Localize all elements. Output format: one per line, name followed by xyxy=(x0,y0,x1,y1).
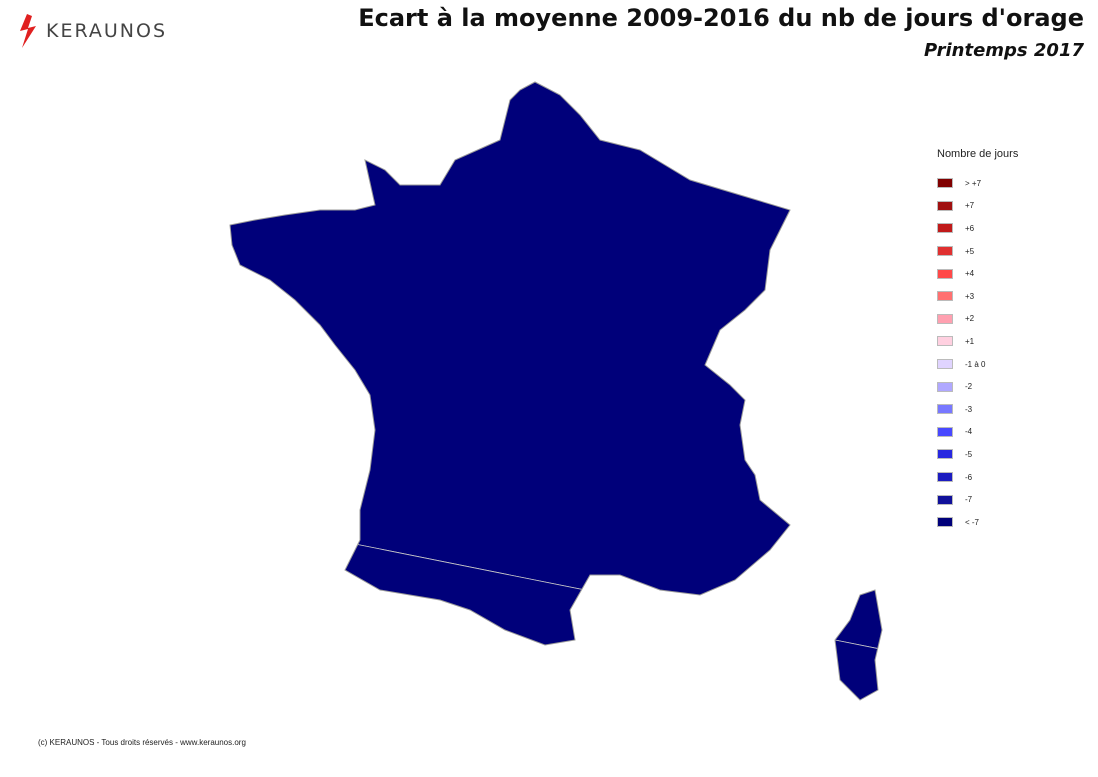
legend-swatch xyxy=(937,246,953,257)
legend-swatch xyxy=(937,291,953,302)
legend-swatch xyxy=(937,404,953,415)
legend-item: +1 xyxy=(937,330,1018,353)
legend-label: -1 à 0 xyxy=(965,359,986,369)
legend-item: +4 xyxy=(937,262,1018,285)
legend-swatch xyxy=(937,200,953,211)
legend-swatch xyxy=(937,517,953,528)
legend-swatch xyxy=(937,178,953,189)
legend-swatch xyxy=(937,268,953,279)
map-title: Ecart à la moyenne 2009-2016 du nb de jo… xyxy=(358,4,1084,32)
legend-swatch xyxy=(937,313,953,324)
legend-item: +7 xyxy=(937,195,1018,218)
logo-text: KERAUNOS xyxy=(46,20,168,42)
legend-label: +3 xyxy=(965,291,975,301)
legend-item: -5 xyxy=(937,443,1018,466)
legend-item: -4 xyxy=(937,421,1018,444)
map-subtitle: Printemps 2017 xyxy=(923,40,1084,61)
legend-label: -2 xyxy=(965,382,973,392)
legend-item: -6 xyxy=(937,466,1018,489)
legend-label: +7 xyxy=(965,201,975,211)
legend-label: +5 xyxy=(965,246,975,256)
legend-label: -5 xyxy=(965,449,973,459)
legend-label: -6 xyxy=(965,472,973,482)
legend-swatch xyxy=(937,381,953,392)
copyright: (c) KERAUNOS - Tous droits réservés - ww… xyxy=(38,738,246,747)
legend-label: +6 xyxy=(965,223,975,233)
department xyxy=(230,82,882,664)
legend-item: > +7 xyxy=(937,172,1018,195)
legend-item: -2 xyxy=(937,375,1018,398)
legend: Nombre de jours > +7 +7 +6 +5 +4 +3 +2 +1 -1 à 0… xyxy=(937,148,1018,534)
legend-swatch xyxy=(937,449,953,460)
legend-item: +3 xyxy=(937,285,1018,308)
legend-swatch xyxy=(937,223,953,234)
department xyxy=(737,408,882,700)
legend-label: +4 xyxy=(965,269,975,279)
legend-item: -3 xyxy=(937,398,1018,421)
legend-label: -3 xyxy=(965,404,973,414)
lightning-icon xyxy=(20,14,36,48)
keraunos-logo: KERAUNOS xyxy=(18,14,167,48)
legend-label: < -7 xyxy=(965,517,980,527)
legend-item: +6 xyxy=(937,217,1018,240)
legend-item: -7 xyxy=(937,488,1018,511)
legend-item: +2 xyxy=(937,308,1018,331)
legend-item: +5 xyxy=(937,240,1018,263)
legend-label: -7 xyxy=(965,495,973,505)
legend-label: > +7 xyxy=(965,178,982,188)
legend-swatch xyxy=(937,426,953,437)
legend-swatch xyxy=(937,359,953,370)
legend-item: -1 à 0 xyxy=(937,353,1018,376)
legend-swatch xyxy=(937,494,953,505)
legend-label: +1 xyxy=(965,336,975,346)
legend-swatch xyxy=(937,336,953,347)
legend-swatch xyxy=(937,472,953,483)
legend-title: Nombre de jours xyxy=(937,148,1019,160)
legend-label: +2 xyxy=(965,314,975,324)
legend-label: -4 xyxy=(965,427,973,437)
department xyxy=(689,552,882,700)
department xyxy=(230,561,414,700)
legend-item: < -7 xyxy=(937,511,1018,534)
